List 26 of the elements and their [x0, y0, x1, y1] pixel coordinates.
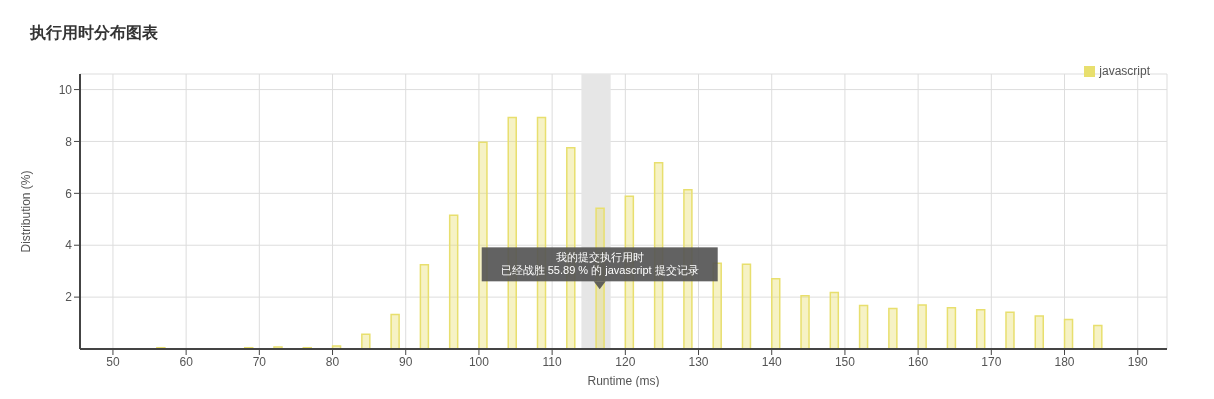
x-tick-label: 80: [325, 354, 340, 369]
x-tick-label: 170: [981, 354, 1002, 369]
legend-label: javascript: [1099, 64, 1150, 78]
x-tick-label: 50: [106, 354, 120, 369]
x-tick-label: 130: [688, 354, 709, 369]
x-tick-label: 70: [252, 354, 267, 369]
x-tick-label: 160: [908, 354, 929, 369]
x-tick-label: 190: [1127, 354, 1149, 369]
x-tick-label: 180: [1054, 354, 1075, 369]
x-tick-label: 110: [542, 354, 563, 369]
y-axis-title: Distribution (%): [19, 170, 34, 253]
x-tick-label: 60: [179, 354, 194, 369]
x-tick-label: 120: [615, 354, 636, 369]
annotation: 已经战胜 55.89 % 的 javascript 提交记录: [500, 264, 699, 277]
y-tick-label: 6: [65, 186, 73, 201]
x-axis-title: Runtime (ms): [587, 374, 660, 388]
annotation: 我的提交执行用时: [555, 251, 644, 264]
y-tick-label: 4: [65, 238, 73, 253]
y-tick-label: 10: [58, 82, 73, 97]
chart-title: 执行用时分布图表: [28, 23, 159, 43]
y-tick-label: 8: [65, 134, 73, 149]
x-tick-label: 150: [834, 354, 856, 369]
y-tick-label: 2: [65, 290, 73, 305]
x-tick-label: 90: [399, 354, 413, 369]
x-tick-label: 100: [468, 354, 490, 369]
x-tick-label: 140: [761, 354, 783, 369]
